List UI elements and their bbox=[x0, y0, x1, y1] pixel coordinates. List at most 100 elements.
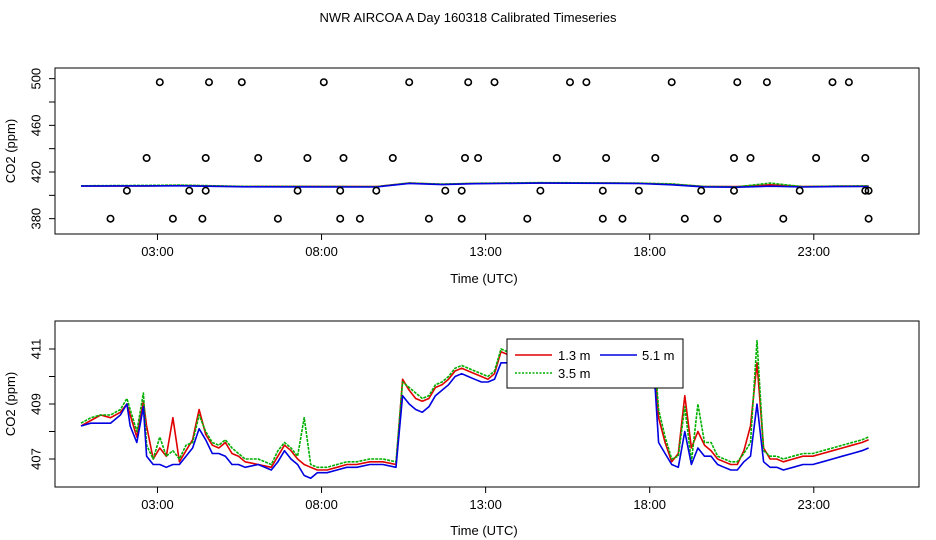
calibration-marker bbox=[844, 78, 853, 87]
calibration-marker bbox=[713, 214, 722, 223]
calibration-marker bbox=[198, 214, 207, 223]
bottom-x-tick-label: 23:00 bbox=[798, 497, 831, 512]
top-x-axis: 03:00 08:00 13:00 18:00 23:00 bbox=[141, 234, 830, 259]
top-y-tick-label: 500 bbox=[28, 68, 43, 90]
calibration-marker bbox=[339, 154, 348, 163]
calibration-marker bbox=[303, 154, 312, 163]
calibration-marker bbox=[336, 186, 345, 195]
calibration-marker bbox=[746, 154, 755, 163]
bottom-x-tick-label: 18:00 bbox=[633, 497, 666, 512]
top-y-axis-label: CO2 (ppm) bbox=[3, 119, 18, 183]
calibration-marker bbox=[424, 214, 433, 223]
calibration-marker bbox=[762, 78, 771, 87]
calibration-marker bbox=[864, 186, 873, 195]
calibration-marker bbox=[142, 154, 151, 163]
calibration-marker bbox=[598, 214, 607, 223]
calibration-marker bbox=[598, 186, 607, 195]
top-y-tick-label: 380 bbox=[28, 208, 43, 230]
calibration-marker bbox=[254, 154, 263, 163]
top-y-tick-label: 420 bbox=[28, 161, 43, 183]
calibration-marker bbox=[460, 154, 469, 163]
calibration-marker bbox=[552, 154, 561, 163]
calibration-marker bbox=[618, 214, 627, 223]
bottom-y-axis: 407 409 411 bbox=[28, 339, 55, 470]
bottom-x-tick-label: 13:00 bbox=[469, 497, 502, 512]
top-x-tick-label: 18:00 bbox=[633, 244, 666, 259]
calibration-marker bbox=[201, 154, 210, 163]
calibration-marker bbox=[536, 186, 545, 195]
bottom-x-tick-label: 03:00 bbox=[141, 497, 174, 512]
calibration-marker bbox=[201, 186, 210, 195]
calibration-marker bbox=[293, 186, 302, 195]
calibration-marker bbox=[457, 214, 466, 223]
calibration-marker bbox=[319, 78, 328, 87]
calibration-marker bbox=[457, 186, 466, 195]
calibration-marker bbox=[779, 214, 788, 223]
bottom-series-lines bbox=[80, 339, 869, 480]
bottom-x-axis-label: Time (UTC) bbox=[450, 523, 517, 538]
calibration-marker bbox=[464, 78, 473, 87]
calibration-marker bbox=[861, 154, 870, 163]
calibration-marker bbox=[237, 78, 246, 87]
bottom-series-line-1-3-m bbox=[80, 339, 869, 471]
calibration-marker bbox=[729, 154, 738, 163]
calibration-marker bbox=[155, 78, 164, 87]
bottom-series-line-5-1-m bbox=[80, 348, 869, 480]
calibration-marker bbox=[861, 186, 870, 195]
bottom-x-tick-label: 08:00 bbox=[305, 497, 338, 512]
calibration-marker bbox=[273, 214, 282, 223]
top-plot-frame bbox=[54, 67, 920, 235]
top-series-line-5-1-m bbox=[80, 182, 869, 188]
calibration-marker bbox=[651, 154, 660, 163]
calibration-marker bbox=[729, 186, 738, 195]
calibration-marker bbox=[185, 186, 194, 195]
calibration-marker bbox=[565, 78, 574, 87]
calibration-marker bbox=[828, 78, 837, 87]
legend-label-1-3m: 1.3 m bbox=[558, 348, 591, 363]
calibration-marker bbox=[697, 186, 706, 195]
legend-label-3-5m: 3.5 m bbox=[558, 366, 591, 381]
bottom-y-tick-label: 407 bbox=[28, 448, 43, 470]
legend-label-5-1m: 5.1 m bbox=[642, 348, 675, 363]
calibration-marker bbox=[680, 214, 689, 223]
calibration-marker bbox=[372, 186, 381, 195]
bottom-x-axis: 03:00 08:00 13:00 18:00 23:00 bbox=[141, 487, 830, 512]
calibration-marker bbox=[523, 214, 532, 223]
calibration-marker bbox=[474, 154, 483, 163]
top-x-tick-label: 03:00 bbox=[141, 244, 174, 259]
calibration-marker bbox=[490, 78, 499, 87]
top-x-tick-label: 08:00 bbox=[305, 244, 338, 259]
bottom-y-tick-label: 409 bbox=[28, 393, 43, 415]
calibration-marker bbox=[405, 78, 414, 87]
calibration-marker bbox=[667, 78, 676, 87]
calibration-marker bbox=[602, 154, 611, 163]
bottom-plot-frame bbox=[54, 320, 920, 488]
calibration-marker bbox=[355, 214, 364, 223]
top-y-tick-label: 460 bbox=[28, 114, 43, 136]
calibration-marker bbox=[812, 154, 821, 163]
top-x-tick-label: 13:00 bbox=[469, 244, 502, 259]
calibration-marker bbox=[205, 78, 214, 87]
calibration-marker bbox=[106, 214, 115, 223]
bottom-y-tick-label: 411 bbox=[28, 339, 43, 360]
bottom-panel: 407 409 411 03:00 08:00 13:00 18:00 23:00 Time… bbox=[3, 320, 920, 538]
top-y-axis: 380 420 460 500 bbox=[28, 68, 55, 230]
calibration-marker bbox=[582, 78, 591, 87]
calibration-marker bbox=[388, 154, 397, 163]
top-x-tick-label: 23:00 bbox=[798, 244, 831, 259]
top-series-lines bbox=[80, 181, 869, 188]
calibration-marker bbox=[441, 186, 450, 195]
bottom-series-line-3-5-m bbox=[80, 339, 869, 469]
calibration-marker bbox=[733, 78, 742, 87]
top-markers bbox=[106, 78, 873, 223]
chart-title: NWR AIRCOA A Day 160318 Calibrated Times… bbox=[320, 10, 617, 25]
bottom-y-axis-label: CO2 (ppm) bbox=[3, 372, 18, 436]
calibration-marker bbox=[634, 186, 643, 195]
calibration-marker bbox=[168, 214, 177, 223]
top-x-axis-label: Time (UTC) bbox=[450, 271, 517, 286]
top-panel: 380 420 460 500 03:00 08:00 13:00 18:00 23:00 T… bbox=[3, 67, 920, 286]
legend: 1.3 m 5.1 m 3.5 m bbox=[506, 338, 684, 389]
calibration-marker bbox=[336, 214, 345, 223]
calibration-marker bbox=[122, 186, 131, 195]
